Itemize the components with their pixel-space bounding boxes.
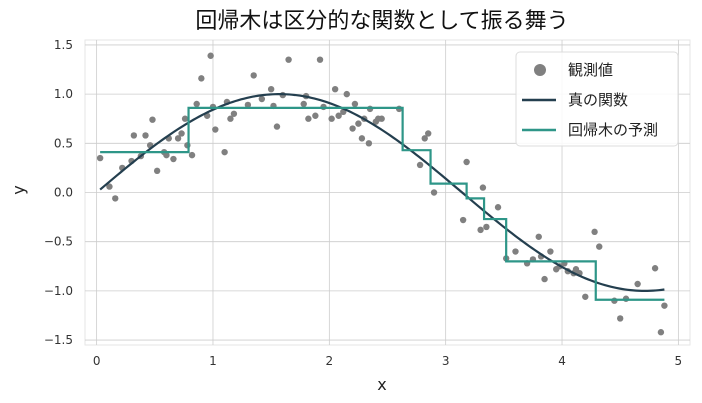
data-point <box>378 115 385 122</box>
data-point <box>547 248 554 255</box>
legend-label-tree-prediction: 回帰木の予測 <box>568 121 658 139</box>
true-function-line <box>99 93 665 292</box>
data-point <box>221 148 228 156</box>
y-tick-label: −0.5 <box>44 235 73 249</box>
legend-label-true-function: 真の関数 <box>568 91 628 109</box>
data-point <box>227 115 234 122</box>
y-axis-label: y <box>9 185 28 194</box>
data-point <box>365 140 373 147</box>
data-point <box>174 135 182 142</box>
x-axis-label: x <box>377 375 386 394</box>
data-point <box>541 275 548 283</box>
x-tick-label: 3 <box>442 354 450 368</box>
x-tick-label: 4 <box>558 354 566 368</box>
x-tick-label: 2 <box>326 354 334 368</box>
data-point <box>267 85 275 93</box>
data-point <box>634 280 641 288</box>
data-point <box>300 100 307 108</box>
legend-marker-observations <box>534 64 546 76</box>
x-tick-label: 5 <box>675 354 683 368</box>
data-point <box>305 115 312 122</box>
data-point <box>430 189 438 196</box>
data-point <box>258 95 266 103</box>
data-point <box>207 52 214 59</box>
data-point <box>153 167 161 175</box>
legend: 観測値 真の関数 回帰木の予測 <box>515 51 679 147</box>
data-point <box>651 265 659 272</box>
y-tick-label: 1.0 <box>54 87 73 101</box>
data-point <box>178 130 185 137</box>
tree-prediction-line <box>100 106 665 301</box>
data-point <box>163 151 170 159</box>
data-point <box>149 116 156 123</box>
y-tick-label: 1.5 <box>54 38 73 52</box>
data-point <box>142 132 149 139</box>
data-point <box>343 90 350 98</box>
data-point <box>616 315 624 322</box>
data-point <box>657 329 665 336</box>
data-point <box>494 204 502 211</box>
grid <box>84 39 691 346</box>
data-point <box>198 75 205 82</box>
data-point <box>351 100 359 108</box>
data-point <box>459 216 467 224</box>
y-tick-label: 0.0 <box>54 186 73 200</box>
data-point <box>250 72 257 79</box>
data-point <box>535 233 542 240</box>
data-point <box>244 101 252 109</box>
data-point <box>130 132 138 139</box>
data-point <box>112 195 119 202</box>
data-point <box>421 135 428 142</box>
chart-title: 回帰木は区分的な関数として振る舞う <box>195 9 568 34</box>
y-tick-label: −1.5 <box>44 333 73 347</box>
data-point <box>328 115 335 122</box>
axes: 0 1 2 3 4 5 −1.5 −1.0 −0.5 0.0 0.5 1.0 1.5 <box>44 38 682 368</box>
data-point <box>661 302 668 309</box>
x-tick-label: 0 <box>93 354 101 368</box>
data-point <box>331 85 339 93</box>
data-point <box>416 161 424 169</box>
data-point <box>355 120 362 127</box>
data-point <box>312 112 319 119</box>
data-point <box>193 100 200 108</box>
data-point <box>596 243 603 250</box>
data-point <box>483 223 490 231</box>
data-point <box>335 112 342 119</box>
data-point <box>188 151 196 159</box>
y-tick-label: −1.0 <box>44 284 73 298</box>
data-point <box>316 56 324 63</box>
x-tick-label: 1 <box>209 354 217 368</box>
data-point <box>96 154 104 162</box>
series-lines <box>99 93 665 301</box>
data-point <box>479 184 487 191</box>
data-point <box>582 293 589 300</box>
data-point <box>477 226 484 234</box>
data-point <box>273 123 281 130</box>
data-point <box>358 135 366 142</box>
data-point <box>591 228 598 236</box>
data-point <box>170 155 177 163</box>
data-point <box>512 248 519 255</box>
data-point <box>349 125 356 132</box>
legend-box <box>515 51 679 147</box>
data-point <box>106 183 113 190</box>
data-point <box>212 126 219 133</box>
y-tick-label: 0.5 <box>54 136 73 150</box>
data-point <box>181 115 189 122</box>
legend-label-observations: 観測値 <box>568 61 613 79</box>
data-point <box>425 130 432 137</box>
data-point <box>285 56 292 63</box>
data-point <box>463 158 470 166</box>
data-point <box>230 110 238 117</box>
